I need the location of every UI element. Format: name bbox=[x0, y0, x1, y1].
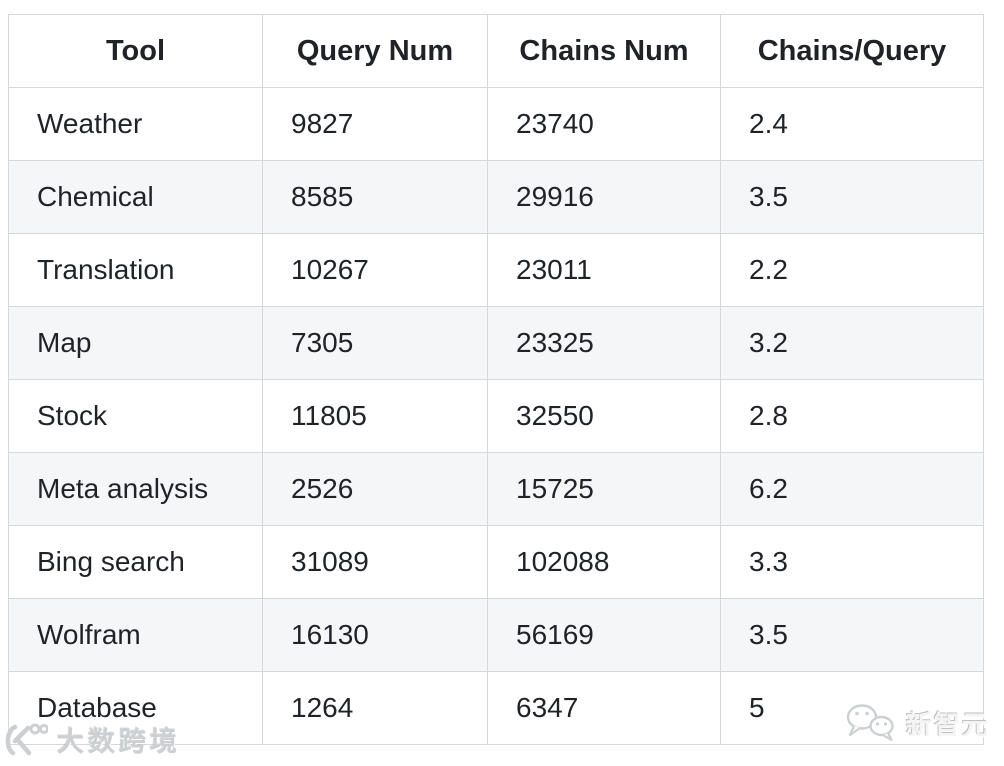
cell-wolfram-chains-num: 56169 bbox=[487, 598, 721, 672]
cell-stock-tool: Stock bbox=[8, 379, 263, 453]
cell-meta-analysis-tool: Meta analysis bbox=[8, 452, 263, 526]
table-row-weather: Weather 9827 23740 2.4 bbox=[8, 87, 984, 161]
cell-map-tool: Map bbox=[8, 306, 263, 380]
table-row-chemical: Chemical 8585 29916 3.5 bbox=[8, 160, 984, 234]
cell-bing-search-chains-num: 102088 bbox=[487, 525, 721, 599]
cell-weather-chains-num: 23740 bbox=[487, 87, 721, 161]
cell-chemical-chains-query: 3.5 bbox=[720, 160, 984, 234]
cell-stock-chains-query: 2.8 bbox=[720, 379, 984, 453]
cell-translation-tool: Translation bbox=[8, 233, 263, 307]
table-row-stock: Stock 11805 32550 2.8 bbox=[8, 379, 984, 453]
table-row-bing-search: Bing search 31089 102088 3.3 bbox=[8, 525, 984, 599]
cell-weather-tool: Weather bbox=[8, 87, 263, 161]
column-header-query-num: Query Num bbox=[262, 14, 488, 88]
cell-database-tool: Database bbox=[8, 671, 263, 745]
table-row-map: Map 7305 23325 3.2 bbox=[8, 306, 984, 380]
table-row-translation: Translation 10267 23011 2.2 bbox=[8, 233, 984, 307]
table-row-wolfram: Wolfram 16130 56169 3.5 bbox=[8, 598, 984, 672]
table-row-database: Database 1264 6347 5 bbox=[8, 671, 984, 745]
cell-database-chains-query: 5 bbox=[720, 671, 984, 745]
cell-bing-search-query-num: 31089 bbox=[262, 525, 488, 599]
cell-meta-analysis-query-num: 2526 bbox=[262, 452, 488, 526]
cell-stock-chains-num: 32550 bbox=[487, 379, 721, 453]
cell-translation-chains-query: 2.2 bbox=[720, 233, 984, 307]
cell-wolfram-chains-query: 3.5 bbox=[720, 598, 984, 672]
column-header-chains-query: Chains/Query bbox=[720, 14, 984, 88]
cell-chemical-tool: Chemical bbox=[8, 160, 263, 234]
table-row-meta-analysis: Meta analysis 2526 15725 6.2 bbox=[8, 452, 984, 526]
cell-meta-analysis-chains-query: 6.2 bbox=[720, 452, 984, 526]
cell-weather-chains-query: 2.4 bbox=[720, 87, 984, 161]
cell-chemical-chains-num: 29916 bbox=[487, 160, 721, 234]
column-header-chains-num: Chains Num bbox=[487, 14, 721, 88]
table-body: Weather 9827 23740 2.4 Chemical 8585 29916 3.5 T… bbox=[8, 87, 984, 745]
header-row: Tool Query Num Chains Num Chains/Query bbox=[8, 14, 984, 88]
cell-translation-query-num: 10267 bbox=[262, 233, 488, 307]
tool-stats-table-container: Tool Query Num Chains Num Chains/Query Weat… bbox=[8, 14, 984, 745]
column-header-tool: Tool bbox=[8, 14, 263, 88]
cell-database-chains-num: 6347 bbox=[487, 671, 721, 745]
cell-wolfram-query-num: 16130 bbox=[262, 598, 488, 672]
cell-stock-query-num: 11805 bbox=[262, 379, 488, 453]
cell-weather-query-num: 9827 bbox=[262, 87, 488, 161]
cell-map-query-num: 7305 bbox=[262, 306, 488, 380]
cell-translation-chains-num: 23011 bbox=[487, 233, 721, 307]
cell-bing-search-tool: Bing search bbox=[8, 525, 263, 599]
cell-map-chains-num: 23325 bbox=[487, 306, 721, 380]
cell-chemical-query-num: 8585 bbox=[262, 160, 488, 234]
cell-database-query-num: 1264 bbox=[262, 671, 488, 745]
tool-stats-table: Tool Query Num Chains Num Chains/Query Weat… bbox=[8, 14, 984, 745]
cell-bing-search-chains-query: 3.3 bbox=[720, 525, 984, 599]
cell-wolfram-tool: Wolfram bbox=[8, 598, 263, 672]
cell-map-chains-query: 3.2 bbox=[720, 306, 984, 380]
cell-meta-analysis-chains-num: 15725 bbox=[487, 452, 721, 526]
